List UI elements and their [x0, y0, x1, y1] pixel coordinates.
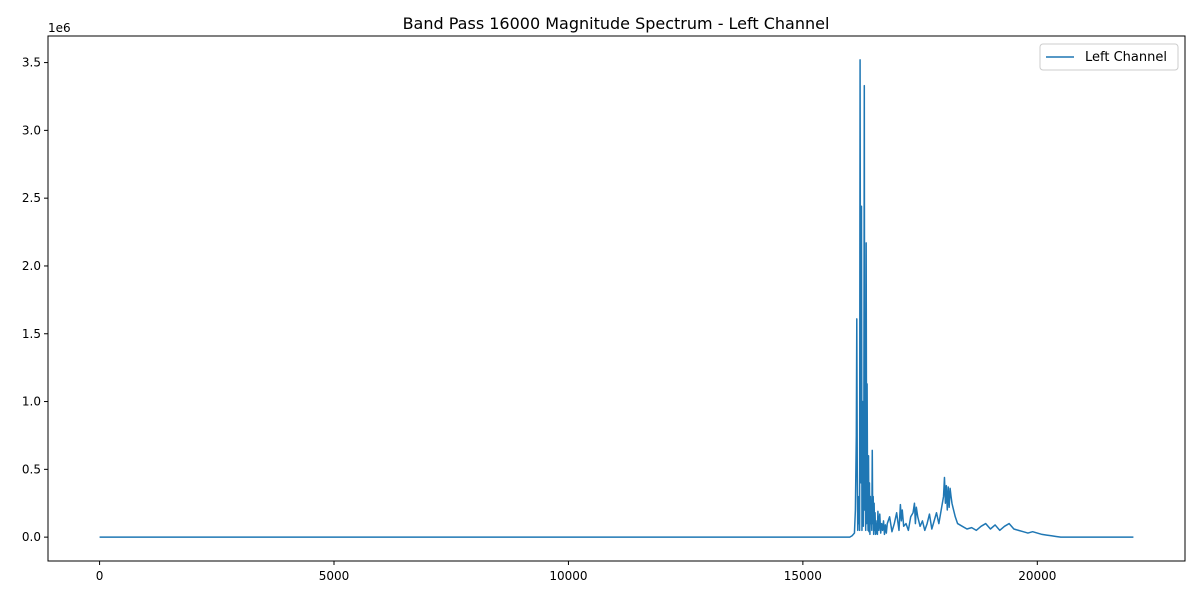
- legend-box: [1039, 43, 1179, 71]
- x-tick-label: 10000: [549, 569, 587, 583]
- axes-frame: [47, 35, 1186, 562]
- x-tick-label: 5000: [319, 569, 350, 583]
- x-tick-label: 15000: [784, 569, 822, 583]
- plot-area: [99, 59, 1134, 538]
- legend: Left Channel: [1039, 43, 1179, 71]
- y-tick-label: 3.5: [22, 56, 41, 70]
- chart-title: Band Pass 16000 Magnitude Spectrum - Lef…: [403, 14, 830, 33]
- series-line-left-channel: [99, 59, 1134, 538]
- y-tick-label: 3.0: [22, 123, 41, 137]
- x-axis: 0 5000 10000 15000 20000: [96, 561, 1056, 583]
- y-axis: 0.0 0.5 1.0 1.5 2.0 2.5 3.0 3.5: [22, 56, 48, 544]
- y-tick-label: 0.0: [22, 530, 41, 544]
- legend-label-left-channel: Left Channel: [1085, 50, 1167, 65]
- x-tick-label: 0: [96, 569, 104, 583]
- y-tick-label: 2.5: [22, 191, 41, 205]
- y-tick-label: 1.5: [22, 327, 41, 341]
- x-tick-label: 20000: [1018, 569, 1056, 583]
- y-axis-offset-label: 1e6: [48, 21, 71, 35]
- y-tick-label: 0.5: [22, 462, 41, 476]
- y-tick-label: 2.0: [22, 259, 41, 273]
- y-tick-label: 1.0: [22, 395, 41, 409]
